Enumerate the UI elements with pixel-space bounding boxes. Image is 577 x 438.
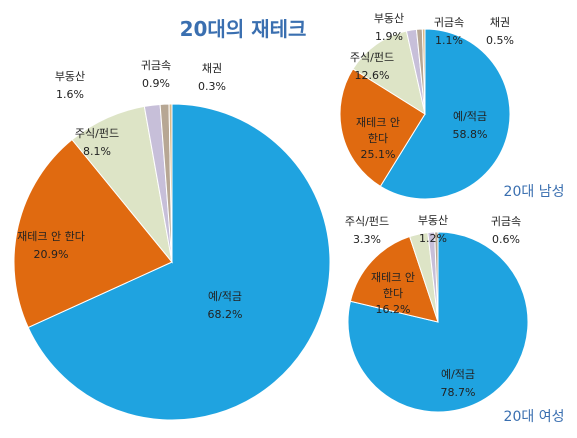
pie-slice-male-2 — [352, 30, 426, 116]
pie-all: 예/적금 68.2% 재테크 안 한다 20.9% 주식/펀드 8.1% 부동산 1.6% 귀금… — [13, 59, 331, 421]
slice-label-female-1-line0: 재테크 안 — [371, 271, 415, 284]
slice-label-male-4-line0: 귀금속 — [434, 16, 464, 29]
slice-label-female-3-line0: 부동산 — [418, 214, 448, 227]
slice-label-all-2-line1: 8.1% — [83, 145, 111, 158]
slice-label-all-2-line0: 주식/펀드 — [75, 127, 119, 140]
slice-label-all-4-line0: 귀금속 — [141, 59, 171, 72]
slice-label-male-1-line1: 한다 — [368, 132, 388, 145]
slice-label-all-4-line1: 0.9% — [142, 77, 170, 90]
pie-slice-all-5 — [168, 103, 173, 263]
slice-label-all-5-line1: 0.3% — [198, 80, 226, 93]
pie-slice-female-1 — [349, 235, 439, 323]
male-chart-subtitle: 20대 남성 — [504, 184, 565, 200]
slice-label-all-3-line1: 1.6% — [56, 88, 84, 101]
female-chart-subtitle: 20대 여성 — [504, 409, 565, 425]
slice-label-male-0-line1: 58.8% — [453, 128, 488, 141]
slice-label-male-3-line1: 1.9% — [375, 30, 403, 43]
slice-label-all-1-line0: 재테크 안 한다 — [17, 230, 85, 243]
slice-label-male-3-line0: 부동산 — [374, 12, 404, 25]
slice-label-male-0-line0: 예/적금 — [453, 110, 487, 123]
pie-male: 예/적금 58.8% 재테크 안한다 25.1% 주식/펀드 12.6% 부동산 1.9% 귀금… — [339, 12, 514, 200]
pie-slice-all-0 — [27, 103, 331, 421]
slice-label-all-1-line1: 20.9% — [34, 248, 69, 261]
slice-label-female-1-line1: 한다 — [383, 287, 403, 300]
pie-slice-male-5 — [421, 28, 426, 115]
slice-label-female-1-line2: 16.2% — [376, 303, 411, 316]
pie-slice-all-1 — [13, 138, 173, 329]
slice-label-female-2-line0: 주식/펀드 — [345, 215, 389, 228]
slice-label-all-0-line1: 68.2% — [208, 308, 243, 321]
slice-label-male-1-line0: 재테크 안 — [356, 116, 400, 129]
slice-label-female-0-line1: 78.7% — [441, 386, 476, 399]
slice-label-male-2-line0: 주식/펀드 — [350, 51, 394, 64]
slice-label-all-3-line0: 부동산 — [55, 70, 85, 83]
slice-label-male-2-line1: 12.6% — [355, 69, 390, 82]
slice-label-male-1-line2: 25.1% — [361, 148, 396, 161]
slice-label-female-3-line1: 1.2% — [419, 232, 447, 245]
slice-label-male-4-line1: 1.1% — [435, 34, 463, 47]
slice-label-all-5-line0: 채권 — [202, 62, 222, 75]
slice-label-female-4-line1: 0.6% — [492, 233, 520, 246]
pie-slice-male-1 — [339, 68, 426, 188]
chart-title: 20대의 재테크 — [180, 17, 307, 41]
pie-female: 예/적금 78.7% 재테크 안한다 16.2% 주식/펀드 3.3% 부동산 1.2% 귀금속… — [345, 214, 529, 413]
slice-label-male-5-line1: 0.5% — [486, 34, 514, 47]
slice-label-female-0-line0: 예/적금 — [441, 368, 475, 381]
slice-label-male-5-line0: 채권 — [490, 16, 510, 29]
slice-label-female-2-line1: 3.3% — [353, 233, 381, 246]
pie-slice-female-4 — [434, 231, 439, 323]
slice-label-female-4-line0: 귀금속 — [491, 215, 521, 228]
pie-slice-male-0 — [379, 28, 511, 200]
slice-label-all-0-line0: 예/적금 — [208, 290, 242, 303]
